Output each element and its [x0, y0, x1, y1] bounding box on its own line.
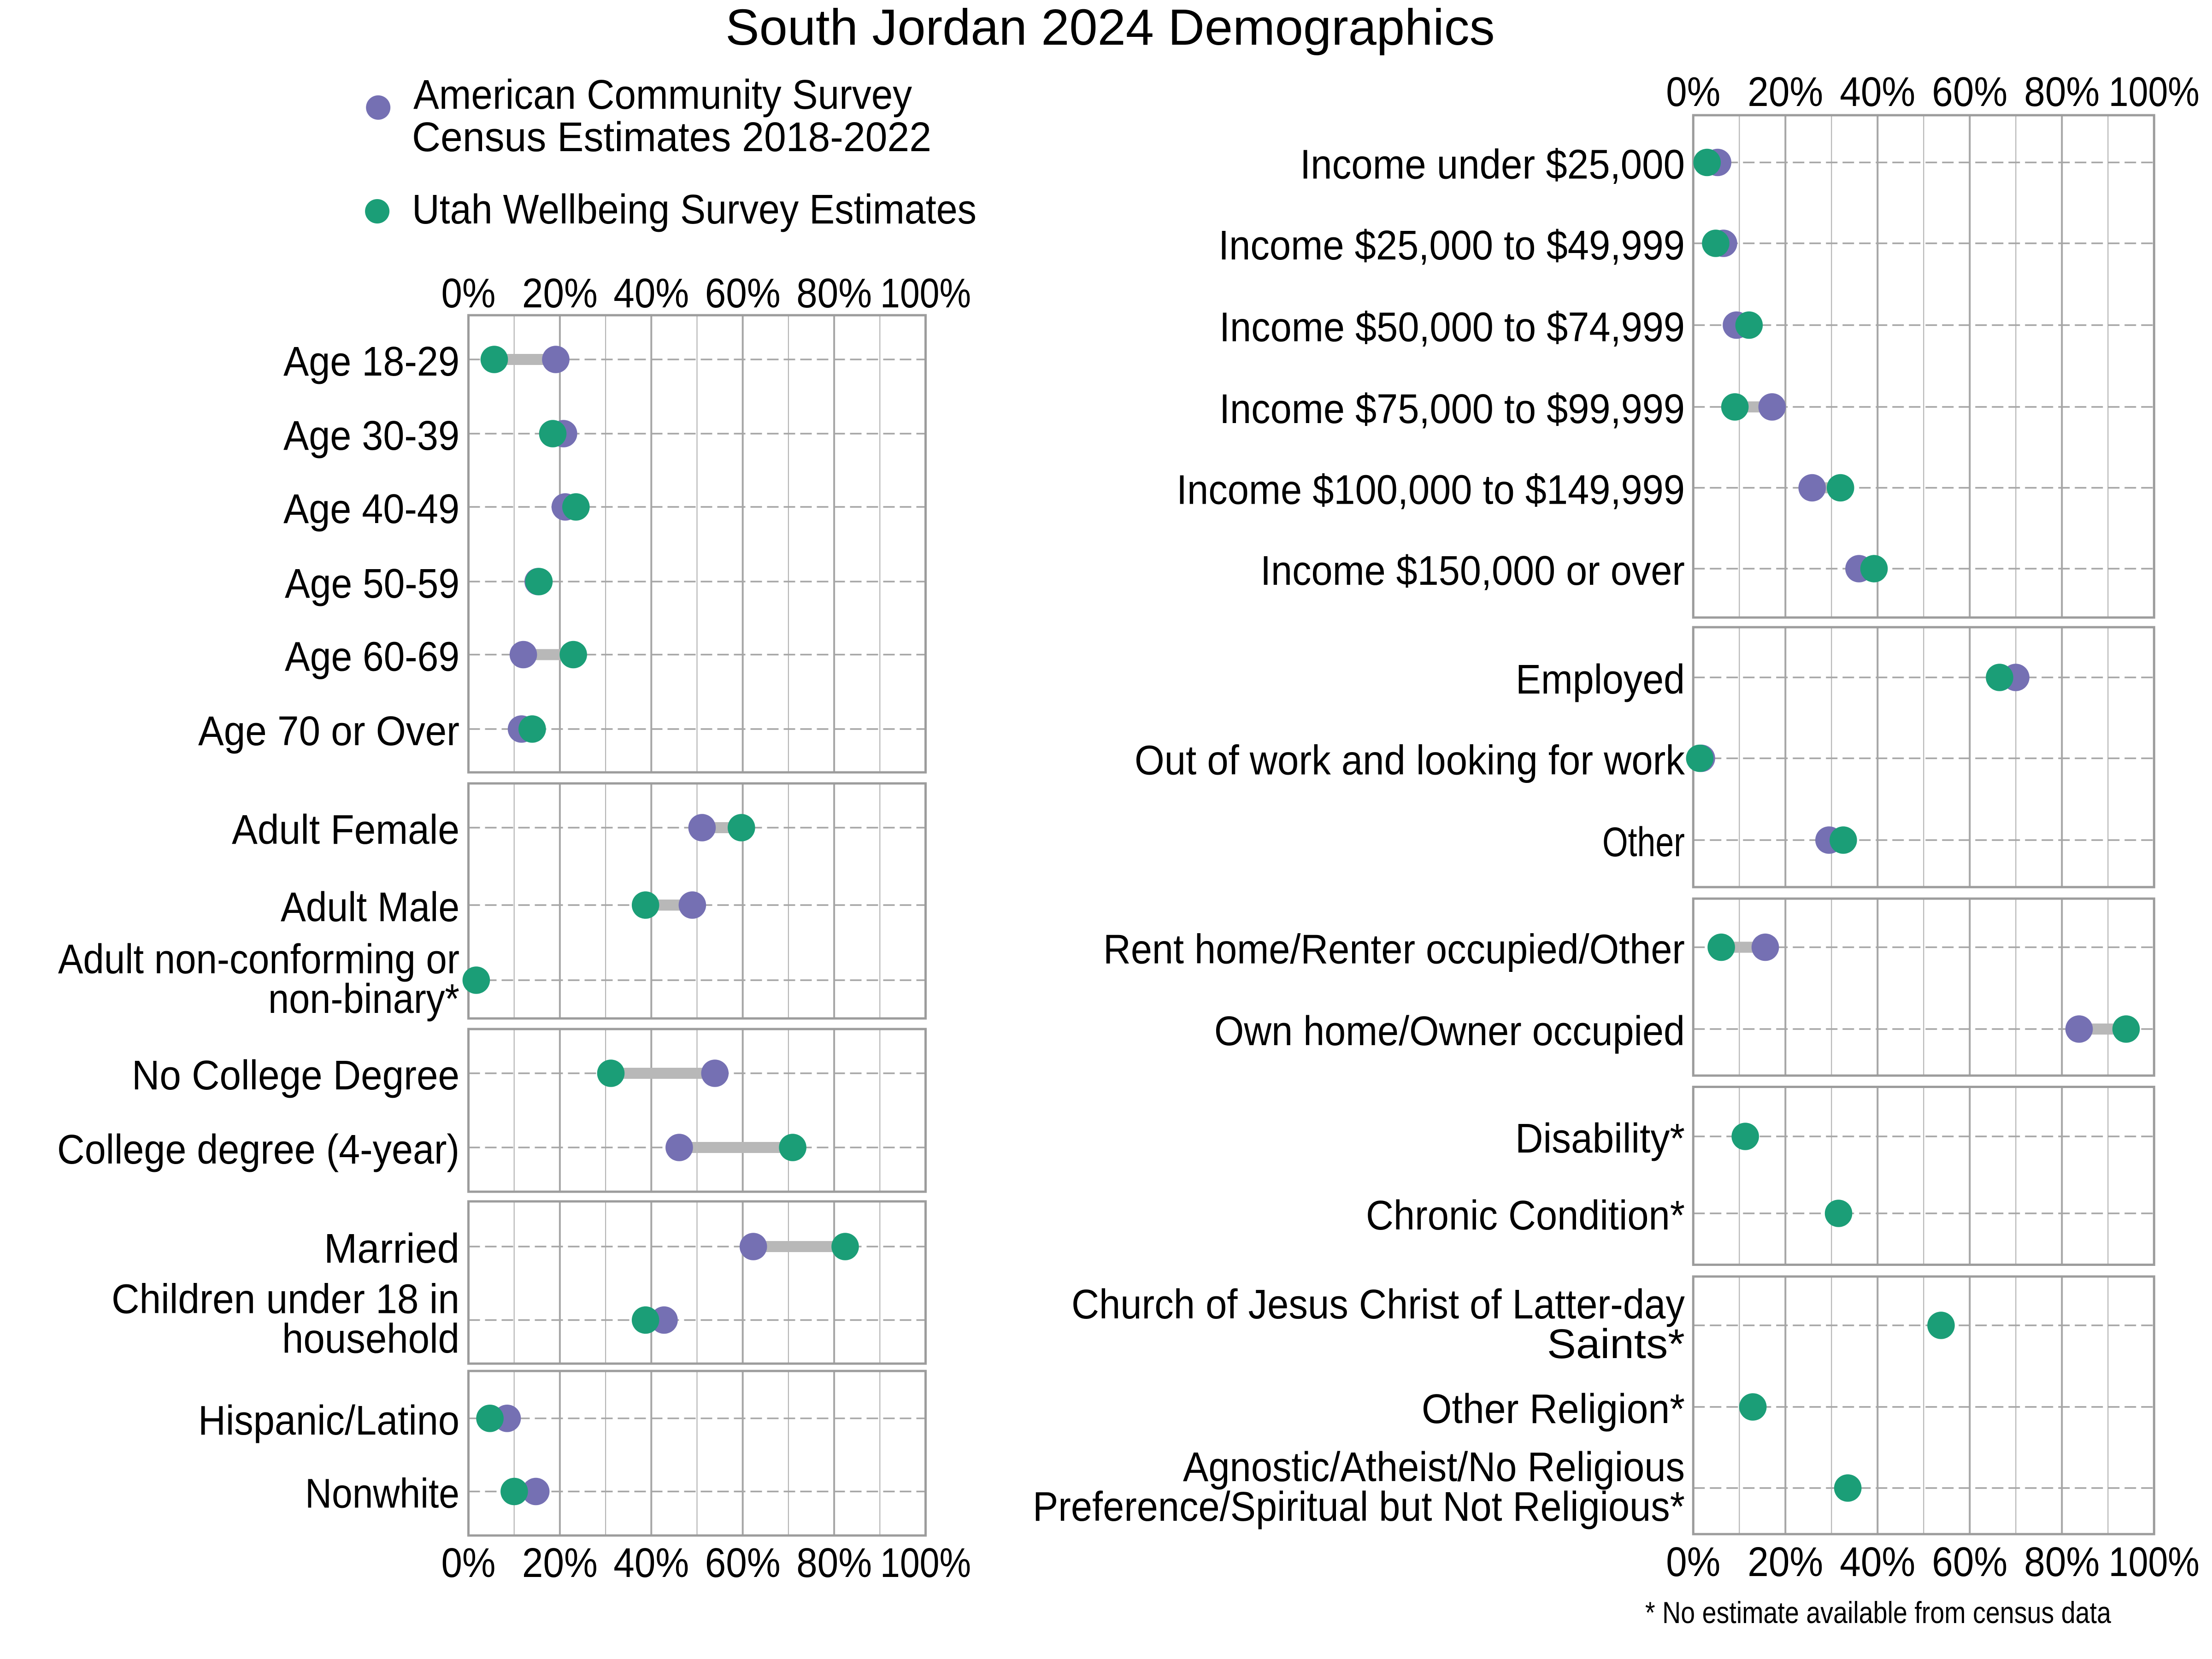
- svg-text:No College Degree: No College Degree: [132, 1053, 459, 1099]
- svg-text:100%: 100%: [880, 271, 971, 317]
- svg-text:Agnostic/Atheist/No Religious: Agnostic/Atheist/No Religious: [1183, 1444, 1685, 1490]
- svg-text:Rent home/Renter occupied/Othe: Rent home/Renter occupied/Other: [1103, 927, 1685, 973]
- svg-text:Disability*: Disability*: [1515, 1116, 1685, 1162]
- svg-text:60%: 60%: [705, 271, 781, 317]
- svg-text:60%: 60%: [705, 1540, 781, 1586]
- svg-text:Married: Married: [324, 1226, 459, 1272]
- svg-text:Own home/Owner occupied: Own home/Owner occupied: [1214, 1008, 1685, 1054]
- svg-text:Income under $25,000: Income under $25,000: [1300, 142, 1685, 188]
- svg-text:Chronic Condition*: Chronic Condition*: [1366, 1193, 1685, 1239]
- svg-text:60%: 60%: [1932, 1539, 2007, 1585]
- svg-text:100%: 100%: [2109, 69, 2200, 115]
- svg-text:household: household: [282, 1316, 459, 1362]
- svg-text:Age 50-59: Age 50-59: [285, 561, 459, 607]
- svg-text:American Community Survey: American Community Survey: [413, 72, 912, 118]
- svg-text:40%: 40%: [613, 1540, 689, 1586]
- svg-text:0%: 0%: [1666, 69, 1720, 115]
- svg-text:0%: 0%: [441, 1540, 496, 1586]
- svg-text:non-binary*: non-binary*: [268, 976, 459, 1022]
- svg-text:20%: 20%: [522, 271, 598, 317]
- svg-text:80%: 80%: [2024, 69, 2100, 115]
- svg-text:Saints*: Saints*: [1547, 1321, 1685, 1367]
- svg-text:Income $25,000 to $49,999: Income $25,000 to $49,999: [1218, 223, 1685, 269]
- svg-text:0%: 0%: [441, 271, 496, 317]
- svg-text:Income $50,000 to $74,999: Income $50,000 to $74,999: [1219, 305, 1685, 351]
- svg-text:Age 40-49: Age 40-49: [283, 486, 459, 532]
- svg-text:Preference/Spiritual but Not R: Preference/Spiritual but Not Religious*: [1033, 1484, 1685, 1530]
- svg-text:20%: 20%: [1747, 1539, 1823, 1585]
- svg-text:Employed: Employed: [1516, 657, 1685, 703]
- svg-text:Income $150,000 or over: Income $150,000 or over: [1260, 548, 1685, 594]
- svg-text:Income $75,000 to $99,999: Income $75,000 to $99,999: [1219, 386, 1685, 432]
- svg-text:Other Religion*: Other Religion*: [1422, 1386, 1685, 1432]
- svg-text:Adult Male: Adult Male: [281, 884, 459, 930]
- svg-text:South Jordan 2024 Demographics: South Jordan 2024 Demographics: [725, 0, 1494, 56]
- svg-text:College degree (4-year): College degree (4-year): [57, 1127, 459, 1173]
- svg-text:40%: 40%: [613, 271, 689, 317]
- svg-text:Children under 18 in: Children under 18 in: [112, 1277, 459, 1323]
- svg-text:100%: 100%: [2109, 1539, 2200, 1585]
- svg-text:Out of work and looking for wo: Out of work and looking for work: [1135, 738, 1685, 784]
- svg-text:Census Estimates 2018-2022: Census Estimates 2018-2022: [412, 114, 931, 160]
- svg-text:40%: 40%: [1840, 69, 1915, 115]
- svg-text:Hispanic/Latino: Hispanic/Latino: [198, 1398, 459, 1444]
- svg-text:Age 60-69: Age 60-69: [285, 634, 459, 680]
- svg-text:80%: 80%: [2024, 1539, 2100, 1585]
- svg-text:20%: 20%: [1747, 69, 1823, 115]
- svg-text:80%: 80%: [796, 271, 872, 317]
- svg-text:Church of Jesus Christ of Latt: Church of Jesus Christ of Latter-day: [1071, 1282, 1685, 1328]
- svg-text:0%: 0%: [1666, 1539, 1720, 1585]
- svg-text:Age 30-39: Age 30-39: [283, 413, 459, 459]
- svg-text:100%: 100%: [880, 1540, 971, 1586]
- svg-text:Adult Female: Adult Female: [232, 807, 459, 853]
- svg-text:Other: Other: [1602, 819, 1685, 865]
- svg-text:* No estimate available from c: * No estimate available from census data: [1645, 1595, 2111, 1630]
- svg-text:60%: 60%: [1932, 69, 2007, 115]
- svg-text:40%: 40%: [1840, 1539, 1915, 1585]
- svg-text:Utah Wellbeing Survey Estimate: Utah Wellbeing Survey Estimates: [412, 187, 977, 233]
- svg-text:Age 18-29: Age 18-29: [283, 339, 459, 385]
- svg-text:80%: 80%: [796, 1540, 872, 1586]
- svg-text:Age 70 or Over: Age 70 or Over: [198, 708, 459, 754]
- svg-text:Income $100,000 to $149,999: Income $100,000 to $149,999: [1177, 467, 1685, 513]
- svg-text:Adult non-conforming or: Adult non-conforming or: [58, 936, 459, 982]
- svg-text:Nonwhite: Nonwhite: [305, 1471, 459, 1517]
- svg-text:20%: 20%: [522, 1540, 598, 1586]
